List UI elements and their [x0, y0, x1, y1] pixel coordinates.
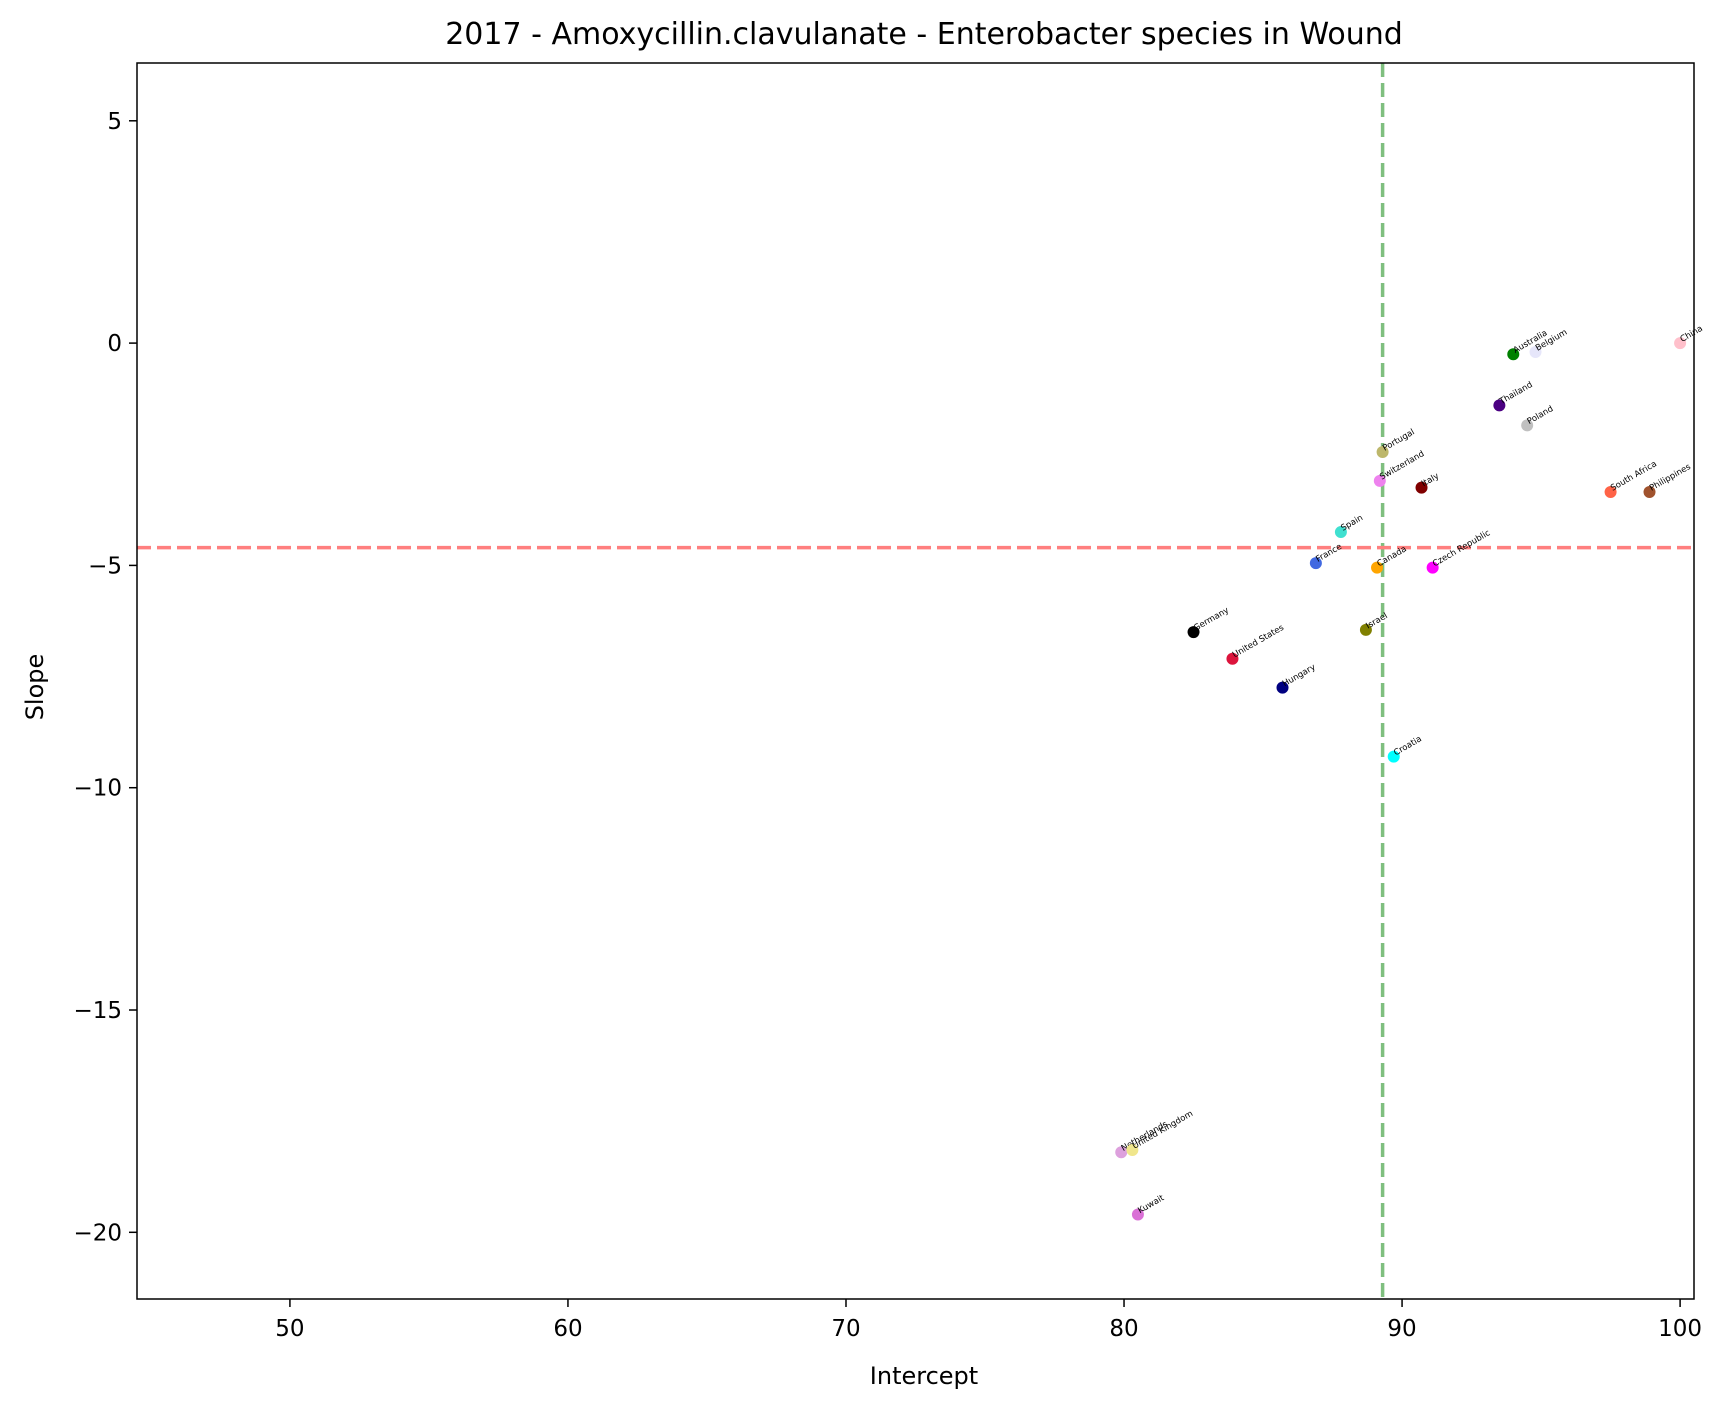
data-point [1604, 486, 1617, 499]
x-tick-label: 70 [831, 1316, 860, 1342]
x-axis-label: Intercept [870, 1362, 978, 1390]
data-point [1493, 399, 1506, 412]
data-point [1334, 526, 1347, 539]
y-axis-label: Slope [21, 654, 49, 721]
data-point [1359, 623, 1372, 636]
data-point [1309, 557, 1322, 570]
y-tick-label: −5 [88, 553, 122, 579]
x-tick-label: 60 [553, 1316, 582, 1342]
data-point [1226, 652, 1239, 665]
data-point [1276, 681, 1289, 694]
data-point [1187, 626, 1200, 639]
x-tick-label: 90 [1387, 1316, 1416, 1342]
x-tick-label: 50 [275, 1316, 304, 1342]
data-point [1376, 446, 1389, 459]
data-point [1529, 345, 1542, 358]
y-tick-label: −15 [73, 998, 122, 1024]
data-point [1426, 561, 1439, 574]
y-tick-label: 5 [107, 109, 122, 135]
plot-frame [136, 62, 1695, 1300]
data-point [1674, 337, 1687, 350]
data-point [1131, 1208, 1144, 1221]
data-point [1643, 486, 1656, 499]
x-tick-label: 80 [1109, 1316, 1138, 1342]
data-point [1371, 561, 1384, 574]
data-point [1373, 474, 1386, 487]
y-tick-label: −10 [73, 776, 122, 802]
x-tick-label: 100 [1658, 1316, 1702, 1342]
data-point [1126, 1144, 1139, 1157]
y-tick-label: 0 [107, 331, 122, 357]
chart-title: 2017 - Amoxycillin.clavulanate - Enterob… [445, 17, 1403, 52]
data-point [1115, 1146, 1128, 1159]
y-tick-label: −20 [73, 1220, 122, 1246]
data-point [1521, 419, 1534, 432]
data-point [1507, 348, 1520, 361]
data-point [1387, 750, 1400, 763]
data-point [1415, 481, 1428, 494]
